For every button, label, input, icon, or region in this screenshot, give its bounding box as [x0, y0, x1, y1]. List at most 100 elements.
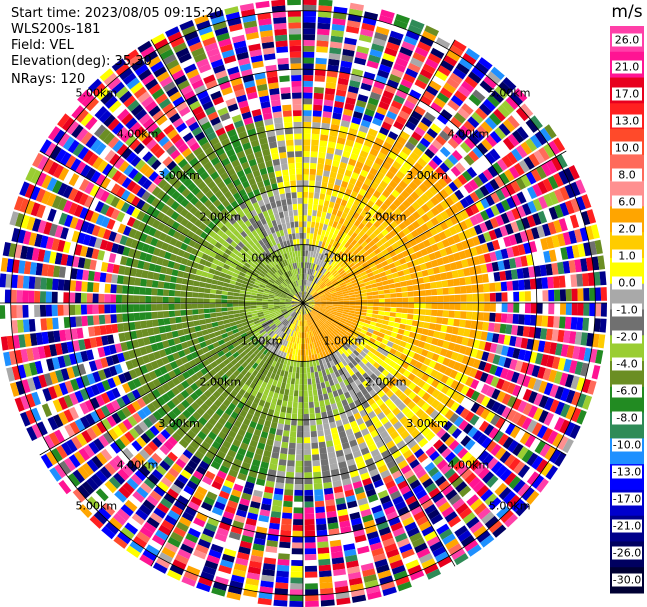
- range-gate: [116, 313, 123, 323]
- range-gate: [227, 303, 233, 307]
- range-gate: [331, 307, 338, 310]
- range-gate: [369, 224, 377, 233]
- range-gate: [276, 312, 283, 317]
- range-gate: [386, 110, 398, 120]
- range-gate: [326, 298, 332, 301]
- range-gate: [228, 334, 236, 341]
- range-gate: [288, 316, 293, 322]
- range-gate: [247, 319, 254, 324]
- range-gate: [183, 570, 199, 582]
- range-gate: [37, 346, 46, 359]
- range-gate: [204, 288, 211, 294]
- range-gate: [274, 294, 281, 297]
- range-gate: [600, 287, 607, 301]
- range-gate: [285, 412, 292, 420]
- range-gate: [390, 303, 397, 308]
- range-gate: [122, 225, 132, 236]
- range-gate: [436, 339, 445, 348]
- range-gate: [259, 338, 266, 345]
- range-gate: [353, 349, 360, 357]
- range-gate: [132, 219, 141, 230]
- range-gate: [419, 36, 434, 47]
- range-gate: [239, 409, 248, 418]
- range-gate: [277, 313, 283, 318]
- range-gate: [427, 268, 435, 276]
- range-gate: [244, 294, 251, 298]
- range-gate: [308, 303, 315, 305]
- range-gate: [323, 262, 329, 269]
- range-gate: [395, 89, 408, 100]
- range-gate: [307, 306, 312, 312]
- range-gate: [136, 397, 147, 409]
- range-gate: [339, 66, 352, 74]
- range-gate: [352, 480, 363, 489]
- range-gate: [20, 411, 31, 427]
- range-gate: [340, 199, 348, 207]
- range-gate: [560, 387, 570, 402]
- range-gate: [279, 331, 284, 338]
- range-gate: [517, 483, 531, 497]
- range-gate: [462, 512, 476, 525]
- range-gate: [372, 37, 386, 47]
- range-gate: [463, 154, 475, 166]
- range-gate: [444, 196, 455, 207]
- range-gate: [317, 22, 331, 30]
- range-gate: [254, 532, 267, 540]
- range-gate: [305, 244, 309, 251]
- range-gate: [52, 399, 63, 413]
- range-gate: [373, 299, 379, 303]
- range-gate: [297, 331, 300, 338]
- range-gate: [34, 290, 41, 303]
- range-gate: [46, 358, 55, 372]
- range-gate: [204, 421, 214, 431]
- range-gate: [313, 233, 318, 240]
- range-gate: [589, 303, 596, 317]
- range-gate: [223, 336, 231, 343]
- range-gate: [262, 563, 276, 571]
- range-gate: [226, 591, 241, 601]
- range-gate: [340, 120, 351, 128]
- range-gate: [544, 124, 557, 139]
- range-gate: [316, 424, 324, 431]
- range-gate: [268, 528, 280, 536]
- range-gate: [533, 150, 545, 164]
- range-gate: [314, 186, 321, 194]
- range-gate: [368, 262, 376, 268]
- range-gate: [209, 251, 217, 258]
- range-gate: [569, 214, 580, 229]
- range-gate: [454, 189, 464, 200]
- range-gate: [384, 345, 392, 353]
- range-gate: [303, 301, 309, 303]
- range-gate: [331, 306, 338, 309]
- range-gate: [201, 253, 209, 261]
- range-gate: [360, 271, 367, 277]
- range-gate: [341, 417, 350, 425]
- range-gate: [78, 447, 91, 462]
- range-gate: [424, 164, 435, 174]
- range-gate: [197, 431, 207, 441]
- range-gate: [350, 324, 357, 330]
- range-gate: [175, 316, 182, 324]
- range-gate: [169, 317, 176, 324]
- range-gate: [348, 310, 355, 314]
- range-gate: [110, 441, 122, 454]
- range-gate: [425, 406, 435, 416]
- range-gate: [418, 355, 426, 364]
- range-gate: [115, 304, 122, 313]
- range-gate: [311, 245, 315, 252]
- range-gate: [490, 90, 505, 104]
- range-gate: [96, 382, 106, 394]
- range-gate: [324, 93, 335, 101]
- range-gate: [393, 398, 403, 407]
- range-gate: [308, 325, 311, 332]
- range-gate: [316, 383, 322, 390]
- range-gate: [476, 484, 489, 498]
- range-gate: [240, 283, 248, 288]
- radar-rays: [0, 0, 607, 607]
- range-gate: [361, 357, 369, 365]
- range-gate: [303, 57, 315, 64]
- range-gate: [311, 310, 316, 316]
- range-gate: [505, 369, 515, 382]
- range-gate: [28, 276, 36, 289]
- range-gate: [315, 57, 327, 65]
